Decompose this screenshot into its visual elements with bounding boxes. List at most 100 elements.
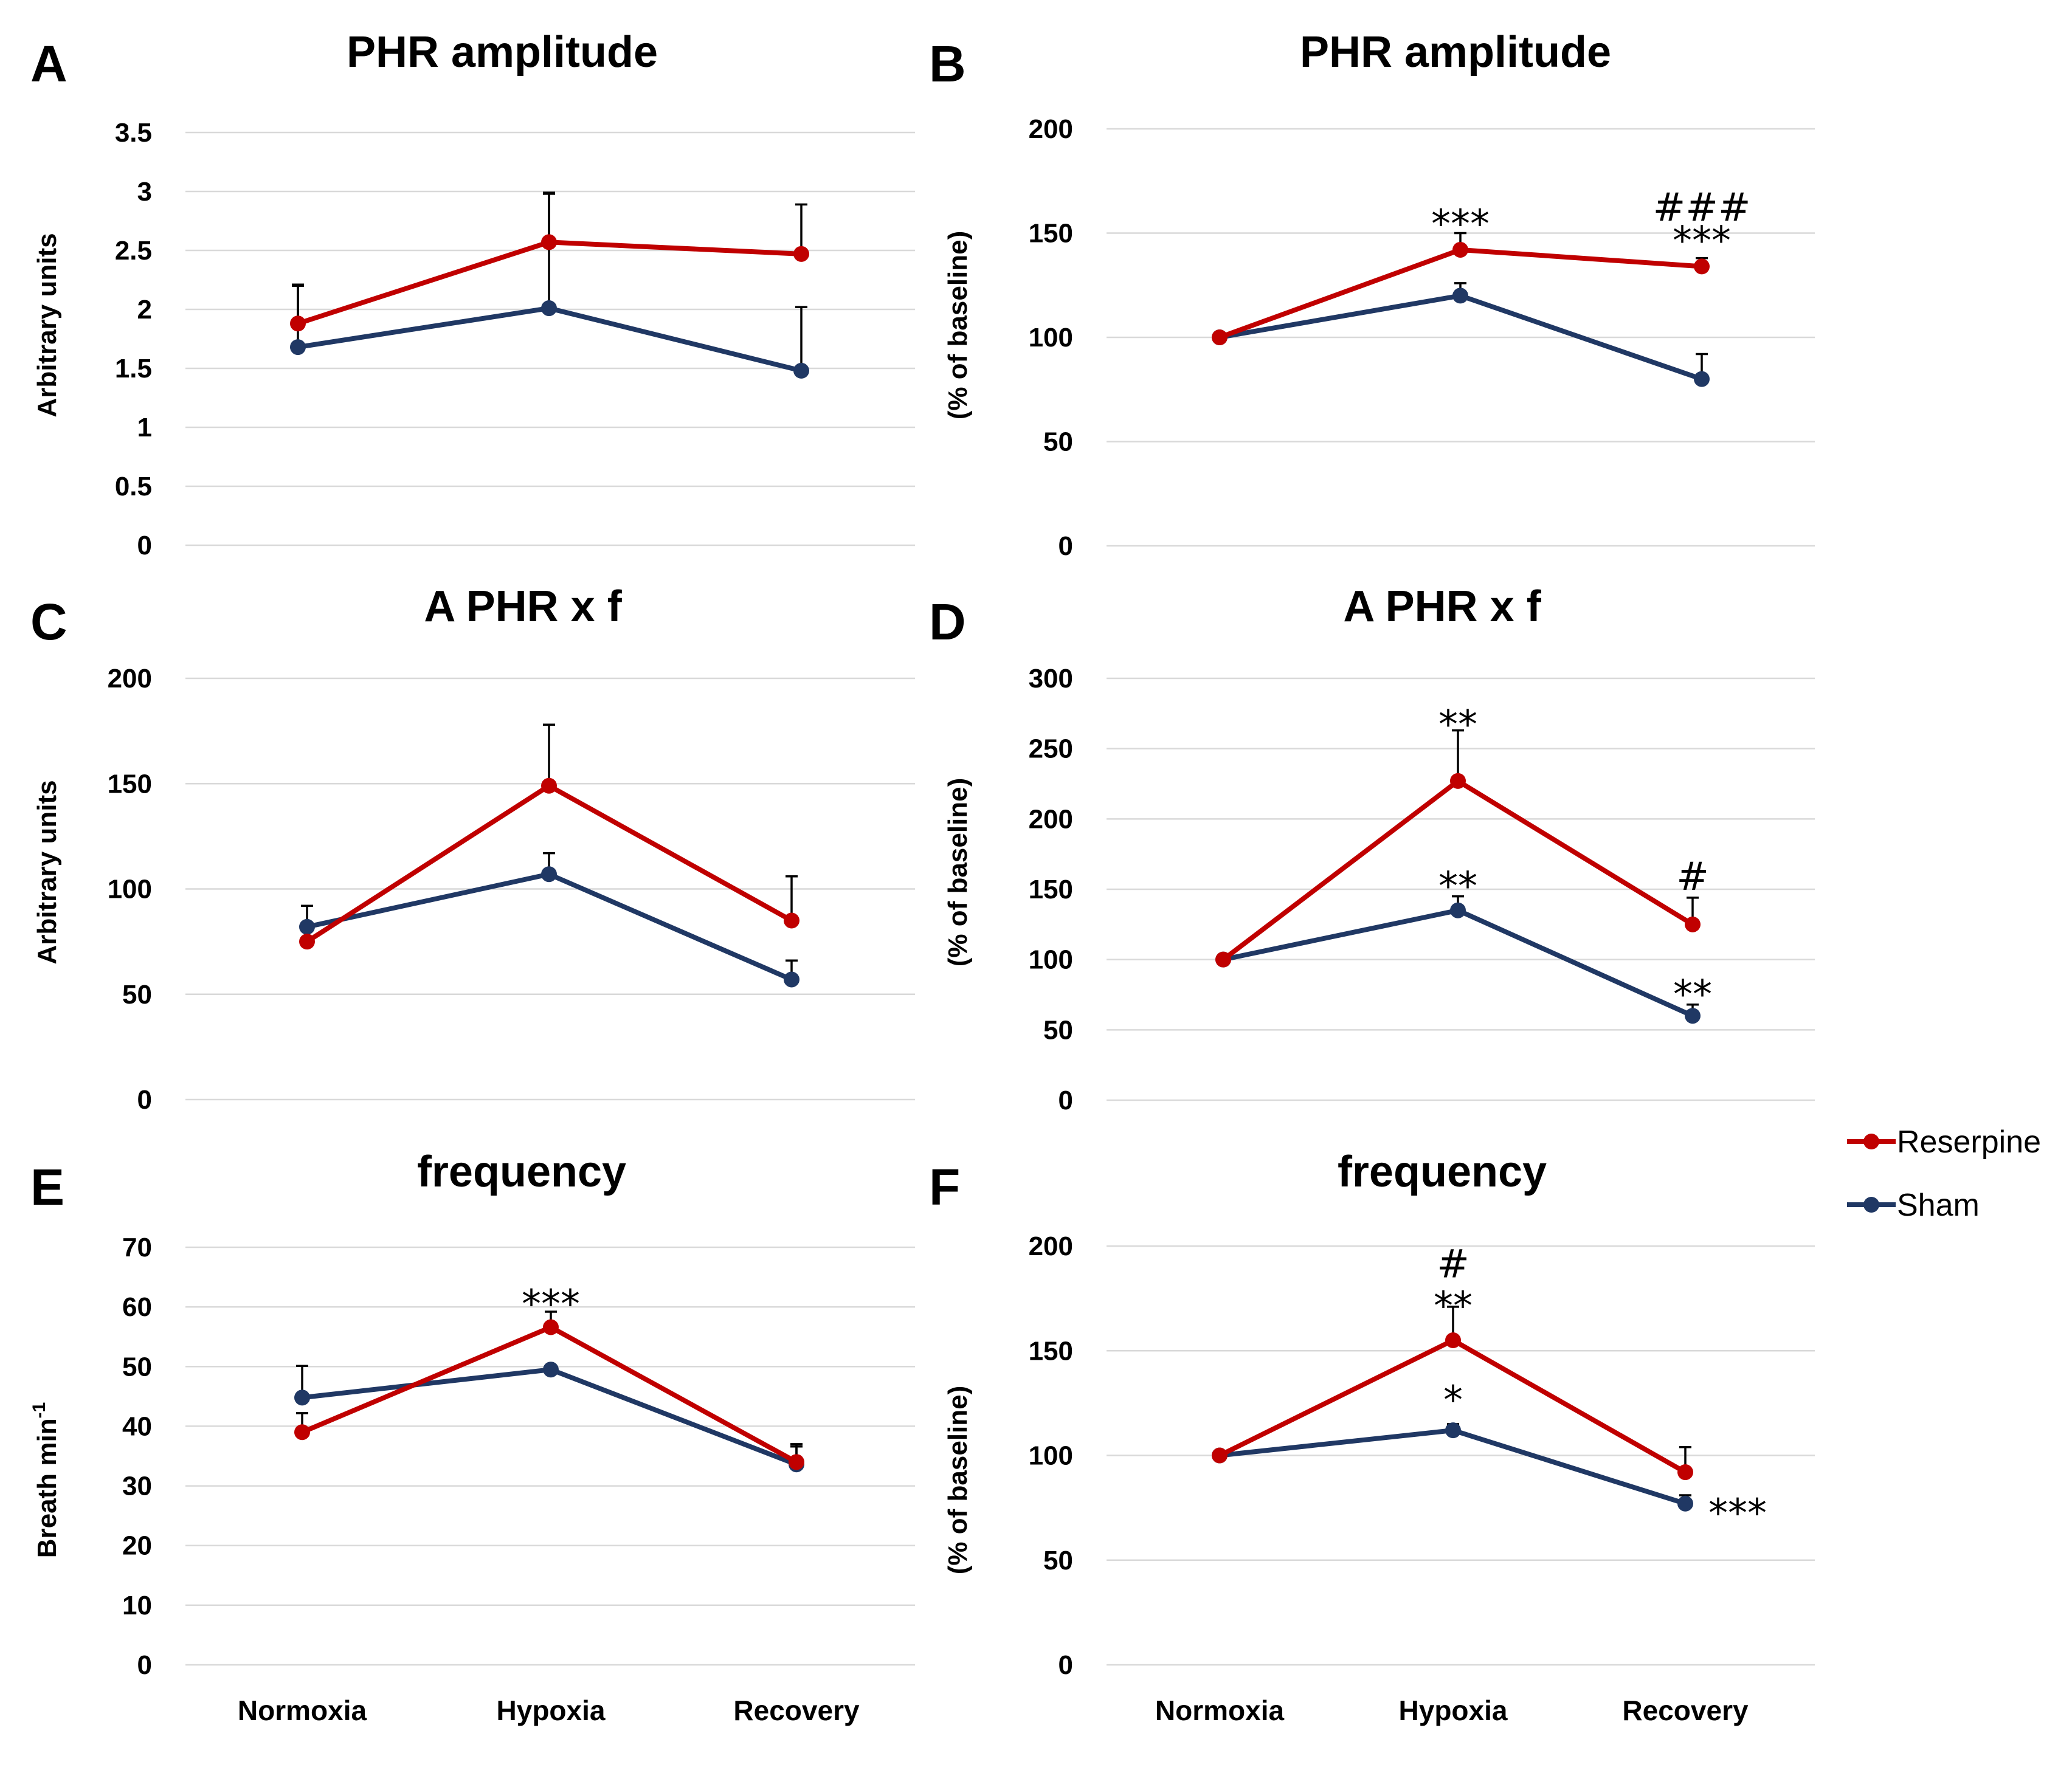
panel-title: PHR amplitude (1300, 28, 1611, 77)
data-point (1212, 1447, 1228, 1464)
data-point (1452, 288, 1468, 304)
data-point (541, 866, 557, 883)
y-axis-label: (% of baseline) (943, 231, 973, 420)
y-axis-label: Arbitrary units (32, 780, 62, 964)
y-tick-label: 50 (122, 980, 152, 1010)
series-line (1223, 907, 1694, 1018)
data-point (793, 246, 809, 262)
legend-marker (1863, 1134, 1879, 1149)
significance-annotation: ** (1434, 1284, 1473, 1329)
y-tick-label: 200 (108, 664, 152, 694)
x-tick-label: Hypoxia (497, 1695, 606, 1726)
data-point (784, 912, 799, 929)
legend-label: Sham (1897, 1188, 1980, 1223)
x-tick-label: Normoxia (238, 1695, 367, 1726)
data-point (1212, 329, 1228, 345)
data-point (290, 315, 306, 332)
panel-title: frequency (417, 1148, 626, 1196)
y-tick-label: 50 (1043, 1015, 1073, 1045)
legend-item-reserpine: Reserpine (1847, 1124, 2041, 1160)
panel-b: B PHR amplitude (% of baseline) 0 50 100 150 20… (929, 28, 1815, 561)
y-axis-label: (% of baseline) (943, 778, 973, 967)
y-tick-label: 3 (137, 177, 152, 207)
y-axis-label: Arbitrary units (32, 233, 62, 417)
y-tick-label: 70 (122, 1233, 152, 1262)
y-tick-label: 0 (137, 531, 152, 560)
y-tick-label: 150 (108, 769, 152, 799)
panel-a: A PHR amplitude Arbitrary units 0 0.5 1 1.5 2 2.… (30, 28, 915, 560)
y-tick-label: 300 (1029, 664, 1073, 694)
panel-title: A PHR x f (1343, 582, 1541, 631)
data-point (793, 362, 809, 379)
data-point (543, 1319, 559, 1335)
panel-title: frequency (1338, 1148, 1547, 1196)
data-point (1677, 1495, 1693, 1512)
series-sham (299, 852, 799, 988)
series-line (1219, 1428, 1687, 1506)
panel-c: C A PHR x f Arbitrary units 0 50 100 150 200 (30, 582, 915, 1115)
legend-marker (1863, 1197, 1879, 1213)
y-tick-label: 1.5 (115, 354, 152, 384)
panel-title: A PHR x f (424, 582, 622, 631)
y-tick-label: 100 (108, 875, 152, 904)
data-point (541, 777, 557, 794)
y-tick-label: 250 (1029, 734, 1073, 764)
data-point (1685, 1008, 1701, 1024)
data-point (1452, 241, 1468, 258)
y-tick-label: 150 (1029, 875, 1073, 904)
y-tick-label: 0.5 (115, 472, 152, 501)
panel-letter: B (929, 35, 966, 92)
y-tick-label: 3.5 (115, 118, 152, 148)
data-point (1450, 773, 1466, 789)
y-tick-label: 0 (1058, 1086, 1073, 1115)
significance-annotation: ** (1438, 703, 1477, 748)
panel-letter: C (30, 593, 67, 650)
significance-annotation: ** (1438, 864, 1477, 909)
y-tick-label: 30 (122, 1472, 152, 1501)
series-reserpine (1215, 729, 1701, 968)
data-point (299, 918, 315, 935)
significance-annotation: ### (1653, 185, 1751, 230)
series-reserpine (290, 191, 809, 332)
x-tick-label: Hypoxia (1399, 1695, 1508, 1726)
y-tick-label: 100 (1029, 323, 1073, 353)
data-point (1677, 1464, 1693, 1481)
y-tick-label: 200 (1029, 1231, 1073, 1261)
y-tick-label: 150 (1029, 219, 1073, 249)
y-tick-label: 50 (1043, 1546, 1073, 1575)
series-reserpine (1212, 232, 1710, 345)
y-tick-label: 200 (1029, 114, 1073, 144)
series-line (301, 1324, 798, 1464)
y-tick-label: 50 (1043, 427, 1073, 457)
data-point (294, 1424, 310, 1441)
significance-annotation: *** (1708, 1492, 1767, 1537)
series-reserpine (294, 1310, 804, 1470)
y-tick-label: 20 (122, 1531, 152, 1561)
data-point (1215, 951, 1231, 968)
y-tick-label: 2 (137, 295, 152, 325)
y-tick-label: 150 (1029, 1336, 1073, 1366)
y-tick-label: 40 (122, 1411, 152, 1441)
data-point (541, 234, 557, 250)
panel-title: PHR amplitude (347, 28, 658, 77)
y-tick-label: 0 (137, 1085, 152, 1115)
x-tick-label: Normoxia (1155, 1695, 1285, 1726)
legend-label: Reserpine (1897, 1124, 2041, 1160)
data-point (541, 300, 557, 317)
legend: Reserpine Sham (1847, 1124, 2041, 1223)
panel-letter: A (30, 35, 67, 92)
significance-annotation: *** (1431, 202, 1490, 247)
y-tick-label: 0 (1058, 1650, 1073, 1680)
series-reserpine (299, 723, 799, 950)
panel-d: D A PHR x f (% of baseline) 0 50 100 150 200 250… (929, 582, 1815, 1115)
data-point (789, 1454, 804, 1470)
y-tick-label: 2.5 (115, 236, 152, 266)
x-tick-label: Recovery (1622, 1695, 1749, 1726)
data-point (1685, 916, 1701, 932)
data-point (299, 934, 315, 950)
series-reserpine (1212, 1306, 1693, 1481)
significance-annotation: # (1437, 1242, 1469, 1287)
data-point (1694, 258, 1710, 275)
